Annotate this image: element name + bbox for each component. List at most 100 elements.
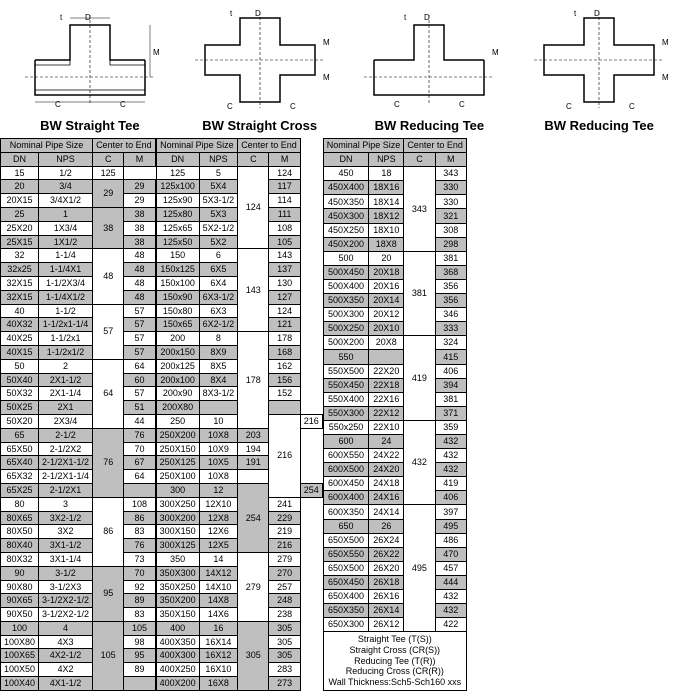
cell-nps: 22X10: [369, 420, 404, 434]
cell-c: 124: [238, 166, 269, 249]
cell-m: 394: [435, 378, 466, 392]
cell-dn: 600X350: [323, 505, 369, 519]
cell-c: 143: [238, 249, 269, 332]
cell-c: 57: [93, 304, 124, 359]
cell-dn: 90X50: [1, 608, 39, 622]
table-row: 1004105105: [1, 621, 156, 635]
cell-m: 111: [269, 207, 300, 221]
table-row: 32X151-1/4X1/248: [1, 290, 156, 304]
cell-m: 216: [300, 414, 322, 428]
cell-nps: 3X2-1/2: [39, 511, 93, 525]
table-row: 32X151-1/2X3/448: [1, 276, 156, 290]
svg-text:M: M: [492, 48, 499, 57]
svg-text:t: t: [574, 10, 577, 18]
cell-m: 470: [435, 547, 466, 561]
cell-nps: 1X1/2: [39, 235, 93, 249]
cell-dn: 50X40: [1, 373, 39, 387]
cell-dn: 600X450: [323, 477, 369, 491]
cell-m: 124: [269, 166, 300, 180]
cell-nps: 10: [199, 414, 238, 428]
table-row: 650X50026X24486: [323, 533, 466, 547]
table-row: 550X30022X12371: [323, 406, 466, 420]
cell-m: 51: [124, 401, 155, 415]
cell-m: 432: [435, 590, 466, 604]
table-row: 25X201X3/438: [1, 221, 156, 235]
cell-dn: 500X350: [323, 294, 369, 308]
cell-nps: 3-1/2: [39, 566, 93, 580]
table-row: 600X55024X22432: [323, 449, 466, 463]
cell-c: 178: [238, 332, 269, 429]
cell-m: 330: [435, 181, 466, 195]
cell-m: 371: [435, 406, 466, 420]
cell-nps: 24X20: [369, 463, 404, 477]
table-row: 600X40024X16406: [323, 491, 466, 505]
cell-nps: 1-1/2x1-1/4: [39, 318, 93, 332]
cell-m: 343: [435, 167, 466, 181]
svg-text:t: t: [404, 13, 407, 22]
cell-m: 305: [269, 649, 300, 663]
cell-c: 432: [404, 420, 435, 505]
cell-m: [124, 483, 155, 497]
cell-dn: 15: [1, 166, 39, 180]
cell-nps: 26X22: [369, 547, 404, 561]
cell-nps: 6X4: [199, 276, 238, 290]
cell-m: 38: [124, 207, 155, 221]
cell-nps: [369, 350, 404, 364]
cell-nps: 22X16: [369, 392, 404, 406]
cell-m: 321: [435, 209, 466, 223]
table-row: 65X322-1/2X1-1/464: [1, 470, 156, 484]
cell-nps: 14X8: [199, 594, 238, 608]
cell-m: 406: [435, 491, 466, 505]
table-row: 100X654X2-1/295: [1, 649, 156, 663]
cell-nps: 10X8: [199, 470, 238, 484]
table-row: 652-1/27676: [1, 428, 156, 442]
table-row: 50X402X1-1/260: [1, 373, 156, 387]
cell-dn: 32: [1, 249, 39, 263]
cell-nps: 8X3-1/2: [199, 387, 238, 401]
cell-m: 241: [269, 497, 300, 511]
cell-nps: 18X14: [369, 195, 404, 209]
cell-dn: 400X300: [156, 649, 199, 663]
cell-m: 124: [269, 304, 300, 318]
cell-nps: 5: [199, 166, 238, 180]
cell-m: 152: [269, 387, 300, 401]
cell-m: 76: [124, 539, 155, 553]
cell-m: 432: [435, 434, 466, 448]
cell-nps: 20X10: [369, 322, 404, 336]
cell-nps: 16: [199, 621, 238, 635]
cell-m: 457: [435, 561, 466, 575]
cell-dn: 500X450: [323, 265, 369, 279]
cell-nps: 18X8: [369, 237, 404, 251]
cell-dn: 32X15: [1, 276, 39, 290]
cell-dn: 600X400: [323, 491, 369, 505]
cell-nps: 6X2-1/2: [199, 318, 238, 332]
cell-dn: 125: [156, 166, 199, 180]
cell-m: 70: [124, 442, 155, 456]
cell-nps: 5X3-1/2: [199, 194, 238, 208]
cell-m: 98: [124, 635, 155, 649]
cell-m: 279: [269, 552, 300, 566]
svg-text:C: C: [459, 100, 465, 109]
table-row: 32x251-1/4X148: [1, 263, 156, 277]
table-row: 550X50022X20406: [323, 364, 466, 378]
cell-m: 44: [124, 414, 155, 428]
cell-dn: 650X500: [323, 533, 369, 547]
cell-dn: 32x25: [1, 263, 39, 277]
cell-nps: 24: [369, 434, 404, 448]
cell-dn: 100: [1, 621, 39, 635]
table-row: 903-1/29570: [1, 566, 156, 580]
cell-nps: 12X10: [199, 497, 238, 511]
cell-dn: 200x150: [156, 345, 199, 359]
cell-dn: 450X350: [323, 195, 369, 209]
cell-nps: 14X6: [199, 608, 238, 622]
cell-dn: 500: [323, 251, 369, 265]
cell-dn: 125x50: [156, 235, 199, 249]
table-row: 65X402-1/2X1-1/267: [1, 456, 156, 470]
cell-m: 73: [124, 552, 155, 566]
cell-c: 95: [93, 566, 124, 621]
cell-dn: 200X80: [156, 401, 199, 415]
cell-dn: 40X15: [1, 345, 39, 359]
cell-dn: 600X550: [323, 449, 369, 463]
cell-m: 83: [124, 608, 155, 622]
cell-nps: 10X5: [199, 456, 238, 470]
